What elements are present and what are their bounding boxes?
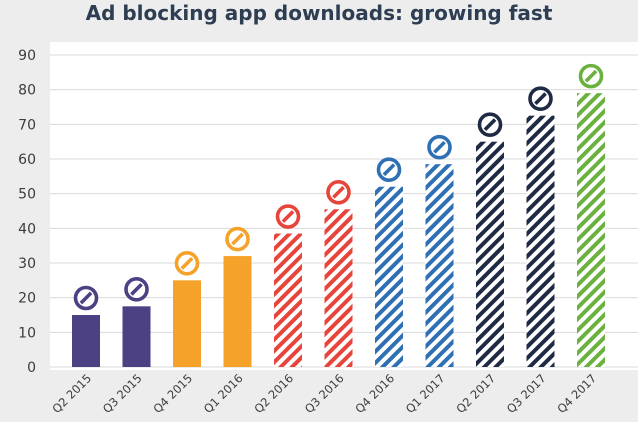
bar-q2-2017 xyxy=(476,141,504,367)
bar-q1-2016 xyxy=(223,256,252,367)
no-entry-icon xyxy=(376,157,402,183)
y-axis-ticks: 0 10 20 30 40 50 60 70 80 90 xyxy=(18,48,36,376)
no-entry-icon xyxy=(275,204,301,229)
x-tick-label: Q4 2015 xyxy=(150,371,195,416)
bar-icons xyxy=(73,63,604,311)
y-tick-label: 70 xyxy=(18,117,36,133)
x-tick-label: Q2 2015 xyxy=(49,371,94,416)
x-tick-label: Q3 2016 xyxy=(302,371,347,416)
x-tick-label: Q3 2017 xyxy=(504,371,549,416)
bar-q1-2017 xyxy=(425,164,454,367)
x-tick-label: Q2 2016 xyxy=(251,371,296,416)
no-entry-icon xyxy=(73,285,99,311)
no-entry-icon xyxy=(326,179,351,205)
y-tick-label: 20 xyxy=(18,291,36,307)
x-tick-label: Q1 2017 xyxy=(403,371,448,416)
no-entry-icon xyxy=(578,63,604,89)
no-entry-icon xyxy=(427,134,452,160)
bar-q2-2016 xyxy=(274,233,302,367)
no-entry-icon xyxy=(477,112,503,137)
bar-q4-2017 xyxy=(577,93,605,367)
x-tick-label: Q2 2017 xyxy=(453,371,498,416)
x-tick-label: Q1 2016 xyxy=(201,371,246,416)
bar-q4-2015 xyxy=(173,280,201,367)
bar-q2-2015 xyxy=(72,315,100,367)
bars xyxy=(72,93,605,368)
no-entry-icon xyxy=(174,251,200,276)
x-tick-label: Q3 2015 xyxy=(100,371,145,416)
y-tick-label: 30 xyxy=(18,256,36,272)
bar-q3-2017 xyxy=(526,115,555,368)
x-tick-label: Q4 2017 xyxy=(554,371,599,416)
no-entry-icon xyxy=(225,226,250,252)
chart-title: Ad blocking app downloads: growing fast xyxy=(85,1,553,25)
y-tick-label: 90 xyxy=(18,48,36,64)
no-entry-icon xyxy=(124,277,149,302)
bar-q3-2015 xyxy=(122,306,151,367)
y-tick-label: 0 xyxy=(27,360,36,376)
y-tick-label: 60 xyxy=(18,152,36,168)
y-tick-label: 50 xyxy=(18,187,36,203)
y-tick-label: 80 xyxy=(18,83,36,99)
x-tick-label: Q4 2016 xyxy=(352,371,397,416)
y-tick-label: 40 xyxy=(18,221,36,237)
y-tick-label: 10 xyxy=(18,325,36,341)
x-axis-ticks: Q2 2015 Q3 2015 Q4 2015 Q1 2016 Q2 2016 Q3 20… xyxy=(49,371,599,416)
bar-q3-2016 xyxy=(324,209,353,367)
no-entry-icon xyxy=(528,86,553,111)
bar-q4-2016 xyxy=(375,186,403,367)
